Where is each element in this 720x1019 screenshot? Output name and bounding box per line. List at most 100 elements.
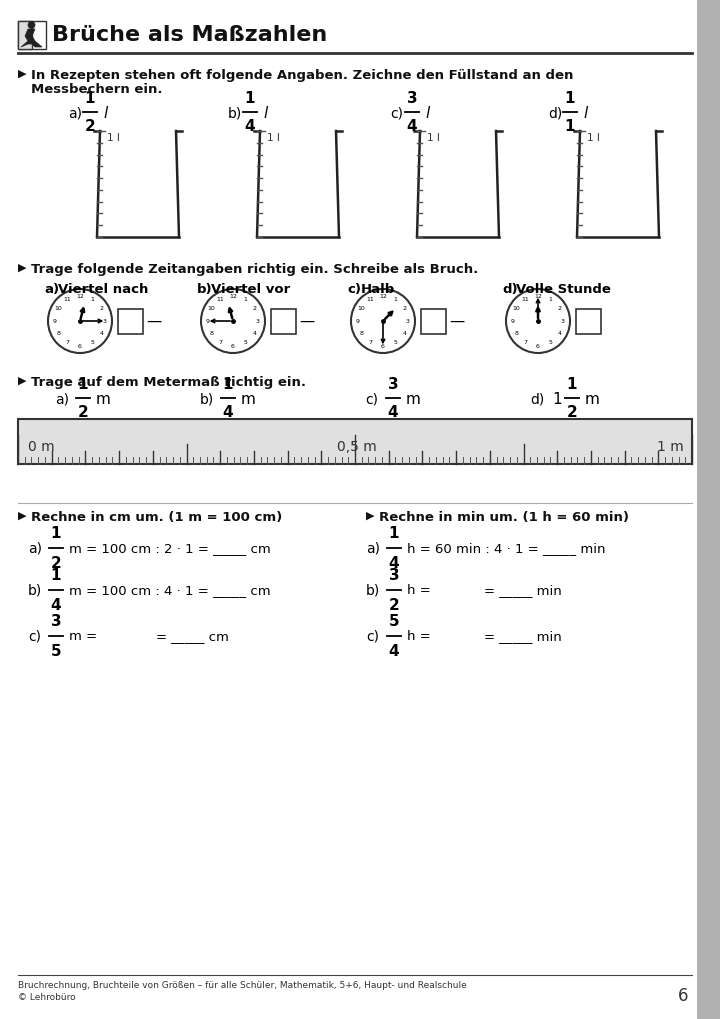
Text: h = 60 min : 4 · 1 = _____ min: h = 60 min : 4 · 1 = _____ min xyxy=(407,542,606,555)
Text: 4: 4 xyxy=(407,119,418,135)
Text: 1 m: 1 m xyxy=(657,440,684,454)
Text: m: m xyxy=(241,391,256,407)
Text: 9: 9 xyxy=(206,319,210,323)
Text: Trage auf dem Metermaß richtig ein.: Trage auf dem Metermaß richtig ein. xyxy=(31,376,306,389)
Text: c): c) xyxy=(366,630,379,644)
Text: 9: 9 xyxy=(511,319,515,323)
Text: a): a) xyxy=(366,542,380,556)
Text: 5: 5 xyxy=(394,340,397,345)
Text: 9: 9 xyxy=(53,319,57,323)
Text: 2: 2 xyxy=(50,556,61,571)
Text: 4: 4 xyxy=(389,556,400,571)
Text: b): b) xyxy=(366,584,380,598)
Text: 6: 6 xyxy=(536,343,540,348)
Text: a): a) xyxy=(55,392,69,406)
Text: 6: 6 xyxy=(231,343,235,348)
Text: 1: 1 xyxy=(552,391,562,407)
Text: —: — xyxy=(299,314,314,328)
Text: 1: 1 xyxy=(394,297,397,302)
Text: Rechne in cm um. (1 m = 100 cm): Rechne in cm um. (1 m = 100 cm) xyxy=(31,511,282,524)
Polygon shape xyxy=(18,21,32,49)
FancyBboxPatch shape xyxy=(697,0,720,1019)
Text: 3: 3 xyxy=(256,319,260,323)
Text: In Rezepten stehen oft folgende Angaben. Zeichne den Füllstand an den: In Rezepten stehen oft folgende Angaben.… xyxy=(31,69,573,82)
Text: 4: 4 xyxy=(389,644,400,659)
Text: 6: 6 xyxy=(381,343,385,348)
FancyBboxPatch shape xyxy=(421,309,446,334)
Text: 1: 1 xyxy=(245,91,256,106)
Text: 1: 1 xyxy=(549,297,552,302)
Text: Trage folgende Zeitangaben richtig ein. Schreibe als Bruch.: Trage folgende Zeitangaben richtig ein. … xyxy=(31,263,478,276)
Text: 1: 1 xyxy=(564,119,575,135)
Text: l: l xyxy=(583,106,588,120)
Text: h =: h = xyxy=(407,585,431,597)
Text: 2: 2 xyxy=(85,119,95,135)
Text: 7: 7 xyxy=(523,340,528,345)
Text: b): b) xyxy=(228,106,242,120)
Text: h =: h = xyxy=(407,631,431,644)
Text: a): a) xyxy=(44,283,59,296)
Text: ▶: ▶ xyxy=(18,511,27,521)
Text: 2: 2 xyxy=(567,405,577,420)
Text: l: l xyxy=(103,106,107,120)
Text: 8: 8 xyxy=(56,331,60,336)
Text: 4: 4 xyxy=(99,331,104,336)
Text: 1 l: 1 l xyxy=(427,133,440,143)
Text: 1: 1 xyxy=(567,377,577,392)
Text: 4: 4 xyxy=(558,331,562,336)
Text: m = 100 cm : 2 · 1 = _____ cm: m = 100 cm : 2 · 1 = _____ cm xyxy=(69,542,271,555)
Text: 3: 3 xyxy=(561,319,565,323)
Text: a): a) xyxy=(28,542,42,556)
Text: l: l xyxy=(425,106,429,120)
Text: 7: 7 xyxy=(369,340,372,345)
Text: 11: 11 xyxy=(366,297,374,302)
Text: 4: 4 xyxy=(50,598,61,613)
Text: © Lehrobüro: © Lehrobüro xyxy=(18,993,76,1002)
Text: ▶: ▶ xyxy=(366,511,374,521)
Text: = _____ min: = _____ min xyxy=(484,585,562,597)
Text: 10: 10 xyxy=(513,306,521,311)
Text: c): c) xyxy=(390,106,403,120)
Polygon shape xyxy=(21,29,42,47)
Text: ▶: ▶ xyxy=(18,263,27,273)
Text: b): b) xyxy=(197,283,212,296)
Text: 12: 12 xyxy=(76,293,84,299)
Text: c): c) xyxy=(347,283,361,296)
FancyBboxPatch shape xyxy=(576,309,601,334)
Text: d): d) xyxy=(530,392,544,406)
Text: 8: 8 xyxy=(210,331,213,336)
Text: 6: 6 xyxy=(678,987,688,1005)
Text: 1: 1 xyxy=(50,568,61,583)
Text: 1: 1 xyxy=(389,526,400,541)
Text: 0 m: 0 m xyxy=(28,440,55,454)
Text: 1: 1 xyxy=(50,526,61,541)
Text: 7: 7 xyxy=(66,340,70,345)
Text: 2: 2 xyxy=(558,306,562,311)
Text: 1: 1 xyxy=(91,297,94,302)
Text: 1 l: 1 l xyxy=(267,133,280,143)
Text: d): d) xyxy=(548,106,562,120)
Text: 4: 4 xyxy=(245,119,256,135)
Text: m: m xyxy=(585,391,600,407)
Text: 12: 12 xyxy=(229,293,237,299)
Text: = _____ cm: = _____ cm xyxy=(156,631,229,644)
Text: 10: 10 xyxy=(357,306,365,311)
Text: —: — xyxy=(449,314,464,328)
Text: 1: 1 xyxy=(222,377,233,392)
Text: 0,5 m: 0,5 m xyxy=(337,440,377,454)
Text: 4: 4 xyxy=(253,331,256,336)
Text: 7: 7 xyxy=(218,340,222,345)
Text: Bruchrechnung, Bruchteile von Größen – für alle Schüler, Mathematik, 5+6, Haupt-: Bruchrechnung, Bruchteile von Größen – f… xyxy=(18,981,467,990)
Text: l: l xyxy=(263,106,267,120)
Text: 1: 1 xyxy=(85,91,95,106)
Text: a): a) xyxy=(68,106,82,120)
Text: 4: 4 xyxy=(387,405,398,420)
Text: c): c) xyxy=(365,392,378,406)
Text: 5: 5 xyxy=(243,340,248,345)
Text: 12: 12 xyxy=(534,293,542,299)
Text: 3: 3 xyxy=(407,91,418,106)
Circle shape xyxy=(28,21,35,29)
Text: Rechne in min um. (1 h = 60 min): Rechne in min um. (1 h = 60 min) xyxy=(379,511,629,524)
Text: 8: 8 xyxy=(359,331,364,336)
Text: 5: 5 xyxy=(91,340,94,345)
